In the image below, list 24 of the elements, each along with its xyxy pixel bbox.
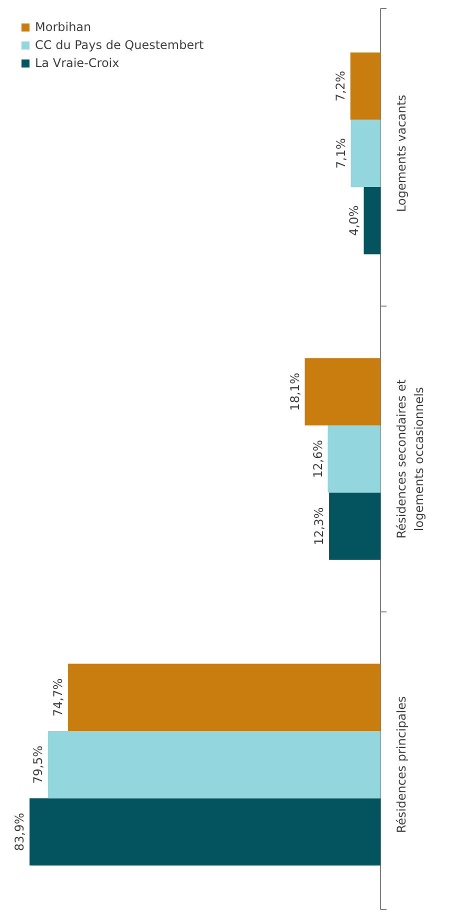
legend-label: CC du Pays de Questembert (35, 38, 204, 52)
data-label: 4,0% (346, 205, 361, 236)
bar (48, 731, 380, 798)
bar (364, 186, 380, 254)
bar (30, 798, 380, 866)
bar (328, 425, 380, 493)
y-tick-label: Logements vacants (394, 94, 408, 212)
legend-label: Morbihan (35, 20, 92, 34)
data-label: 74,7% (51, 678, 66, 716)
data-label: 18,1% (288, 372, 302, 411)
bar (350, 52, 380, 120)
data-label: 79,5% (30, 746, 45, 784)
legend-label: La Vraie-Croix (35, 56, 120, 70)
bar (329, 492, 380, 560)
bar (304, 358, 380, 426)
bar (68, 664, 380, 732)
bar (350, 120, 380, 187)
data-label: 7,1% (334, 138, 348, 169)
data-label: 12,6% (310, 440, 325, 478)
data-label: 7,2% (333, 70, 348, 102)
data-label: 12,3% (312, 507, 326, 546)
data-label: 83,9% (12, 812, 27, 851)
y-tick-label: Résidences principales (394, 696, 408, 834)
y-tick-label: Résidences secondaires et logements occasionnels (394, 379, 426, 539)
